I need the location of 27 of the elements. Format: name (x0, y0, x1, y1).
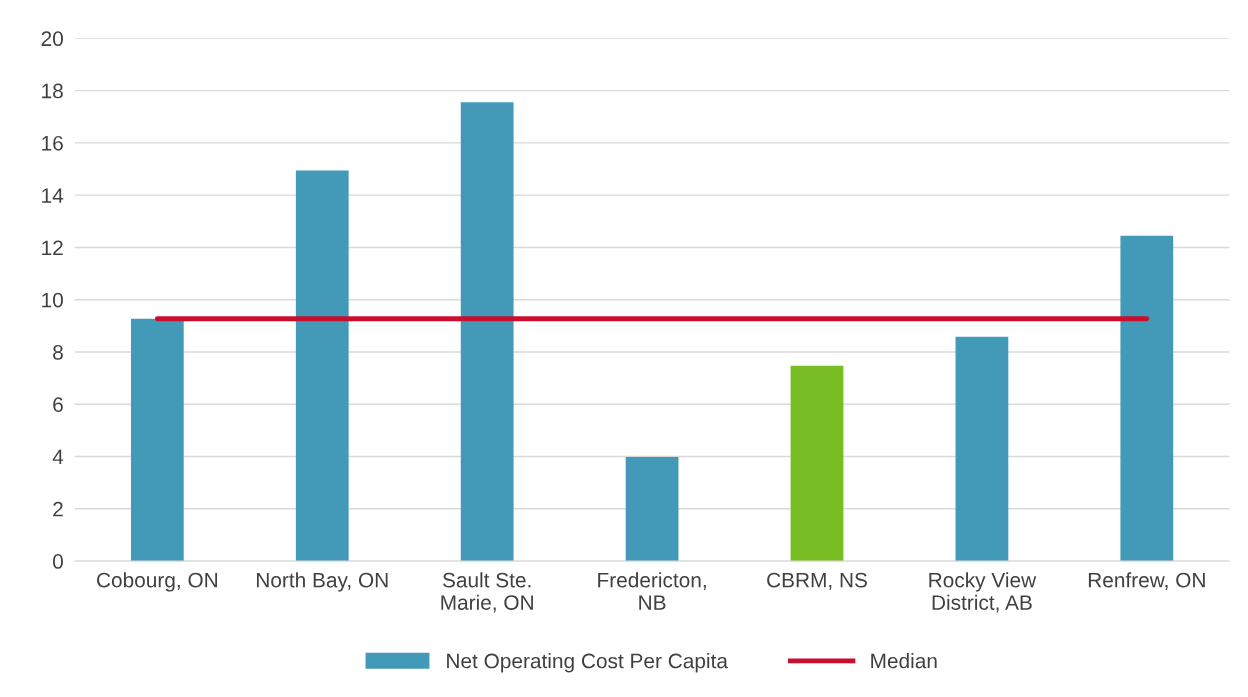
y-tick-label: 14 (42, 188, 64, 203)
x-tick-label: Fredericton, NB (598, 572, 706, 610)
bar (460, 102, 514, 562)
x-tick-label: Renfrew, ON (1088, 572, 1205, 590)
y-tick-label: 20 (41, 31, 63, 47)
bar (955, 336, 1009, 562)
bar (295, 170, 349, 562)
bar (130, 318, 184, 562)
y-tick-label: 2 (53, 501, 63, 517)
legend-label: Net Operating Cost Per Capita (447, 653, 728, 673)
y-tick-label: 8 (53, 344, 63, 360)
bar (625, 457, 679, 562)
x-tick-label: Rocky View District, AB (929, 572, 1037, 613)
y-tick-label: 12 (42, 240, 63, 255)
x-tick-label: North Bay, ON (257, 572, 388, 592)
y-tick-label: 0 (53, 554, 63, 569)
x-tick-label: Sault Ste. Marie, ON (441, 572, 533, 613)
y-tick-label: 6 (53, 397, 63, 413)
legend-label: Median (871, 653, 937, 669)
y-tick-label: 10 (42, 292, 63, 308)
x-tick-label: CBRM, NS (767, 572, 867, 590)
x-tick-label: Cobourg, ON (97, 572, 218, 592)
y-tick-label: 4 (52, 449, 64, 465)
bar (790, 365, 844, 562)
y-tick-label: 16 (42, 135, 63, 151)
bar (1120, 235, 1174, 562)
y-tick-label: 18 (42, 83, 63, 99)
